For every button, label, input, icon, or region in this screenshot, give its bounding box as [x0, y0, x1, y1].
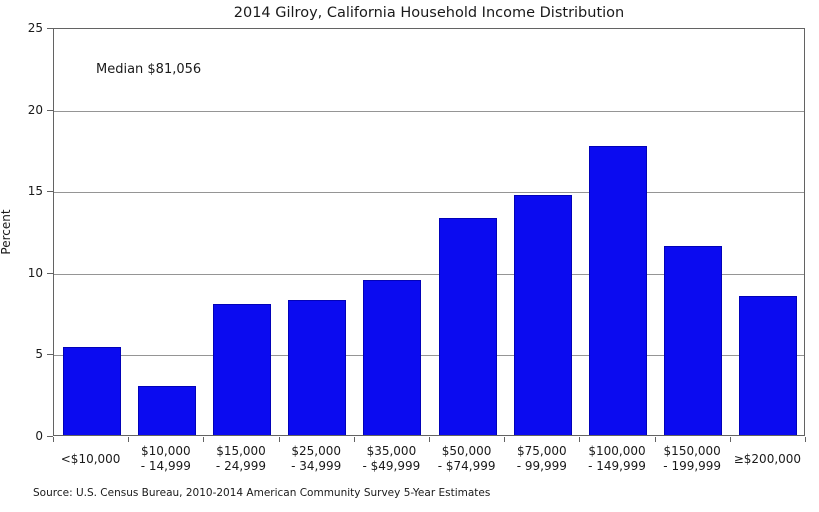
x-tick-label-line: - $49,999	[362, 459, 421, 473]
x-tick-10	[805, 437, 806, 442]
y-axis-title: Percent	[0, 209, 13, 255]
x-tick-label-line: - 14,999	[140, 459, 191, 473]
x-tick-9	[729, 437, 731, 442]
x-tick-label-1: <$10,000	[53, 441, 129, 477]
x-tick-label-6: $50,000- $74,999	[429, 441, 505, 477]
x-tick-label-line: $50,000	[441, 444, 492, 458]
source-note: Source: U.S. Census Bureau, 2010-2014 Am…	[33, 487, 491, 499]
x-tick-label-line: $15,000	[216, 444, 266, 458]
y-tick-label-15: 15	[27, 184, 43, 199]
y-tick-label-25: 25	[27, 21, 43, 35]
gridline-10	[54, 273, 804, 275]
x-tick-label-line: $10,000	[140, 444, 191, 458]
x-tick-label-9: $150,000- 199,999	[654, 441, 730, 477]
x-tick-label-line: - 34,999	[291, 459, 342, 473]
bar-8	[589, 146, 647, 435]
y-tick-20	[47, 109, 53, 111]
x-tick-label-line: - 99,999	[516, 459, 567, 473]
x-tick-label-line: - 149,999	[588, 459, 646, 473]
x-tick-label-line: $100,000	[588, 444, 646, 458]
y-tick-label-0: 0	[35, 429, 43, 443]
y-tick-0	[47, 436, 53, 437]
x-tick-label-line: <$10,000	[60, 451, 121, 466]
gridline-20	[54, 110, 804, 112]
y-tick-15	[47, 191, 53, 193]
x-tick-label-5: $35,000- $49,999	[353, 441, 429, 477]
x-tick-3	[278, 437, 280, 442]
y-tick-label-20: 20	[27, 102, 43, 117]
x-tick-label-4: $25,000- 34,999	[278, 441, 354, 477]
x-tick-label-3: $15,000- 24,999	[203, 441, 279, 477]
x-tick-label-8: $100,000- 149,999	[579, 441, 655, 477]
x-tick-7	[579, 437, 581, 442]
x-tick-label-7: $75,000- 99,999	[504, 441, 580, 477]
bar-3	[213, 304, 271, 435]
x-tick-label-line: - $74,999	[437, 459, 496, 473]
x-tick-2	[203, 437, 205, 442]
y-tick-label-10: 10	[27, 265, 43, 280]
bar-6	[438, 217, 497, 435]
y-tick-label-5: 5	[35, 347, 43, 362]
x-tick-label-line: ≥$200,000	[733, 451, 802, 466]
y-tick-5	[47, 354, 53, 356]
chart-title: 2014 Gilroy, California Household Income…	[233, 5, 625, 21]
bar-4	[288, 299, 347, 435]
x-tick-4	[353, 437, 355, 442]
x-tick-1	[128, 437, 130, 442]
bar-7	[513, 195, 572, 435]
x-tick-label-line: - 24,999	[215, 459, 267, 473]
bar-9	[664, 245, 723, 435]
x-tick-label-line: - 199,999	[663, 459, 722, 473]
bar-1	[62, 346, 121, 435]
gridline-5	[54, 355, 804, 357]
x-tick-8	[654, 437, 656, 442]
plot-area: Median $81,056	[53, 28, 805, 436]
median-annotation: Median $81,056	[96, 62, 202, 77]
x-tick-label-line: $35,000	[366, 444, 417, 458]
x-tick-0	[53, 437, 54, 442]
x-tick-label-2: $10,000- 14,999	[128, 441, 204, 477]
bar-10	[739, 296, 798, 435]
x-tick-label-line: $75,000	[516, 444, 567, 458]
y-tick-10	[47, 272, 53, 274]
x-tick-5	[429, 437, 430, 442]
bar-2	[137, 386, 196, 435]
y-tick-25	[47, 28, 53, 29]
x-tick-label-line: $150,000	[663, 444, 721, 458]
gridline-15	[54, 192, 804, 194]
x-tick-label-10: ≥$200,000	[729, 441, 805, 477]
x-tick-6	[504, 437, 506, 442]
x-tick-label-line: $25,000	[291, 444, 341, 458]
bar-5	[363, 279, 422, 435]
